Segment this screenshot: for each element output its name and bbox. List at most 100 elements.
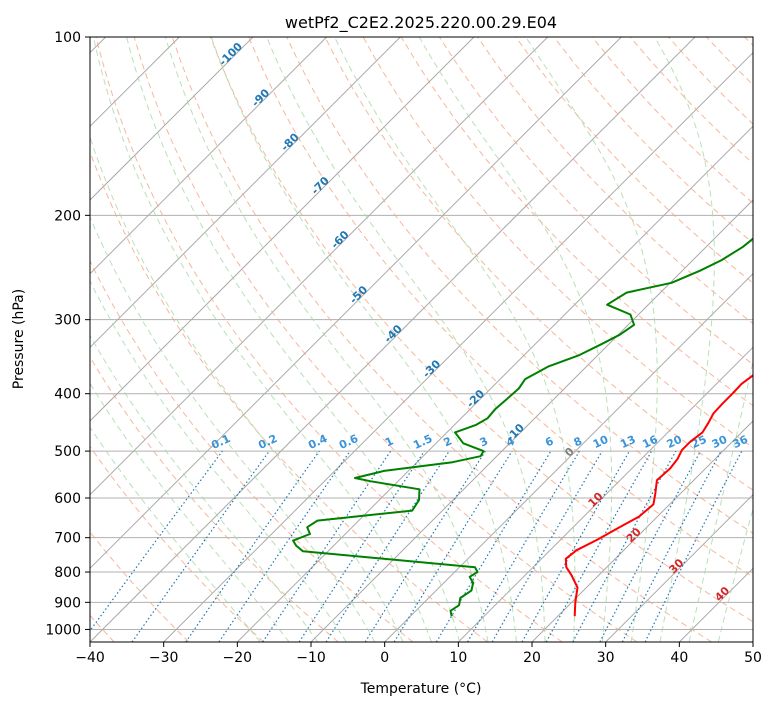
mixing-ratio-line (435, 450, 552, 642)
mixing-ratio-line (599, 450, 702, 642)
moist-adiabat-line (90, 334, 319, 642)
moist-adiabat-line (654, 37, 715, 642)
isotherm-line (90, 37, 696, 642)
moist-adiabat-line (126, 37, 461, 642)
mixing-ratio-line (325, 450, 450, 642)
x-tick-label: 50 (744, 650, 762, 666)
isotherm-line (752, 641, 753, 642)
mixing-ratio-label: 20 (665, 433, 685, 451)
dry-adiabat-line (90, 531, 190, 642)
mixing-ratio-label: 30 (710, 433, 730, 451)
isotherm-line (90, 37, 328, 275)
y-tick-label: 700 (54, 531, 81, 547)
isotherm-label: -20 (464, 387, 487, 410)
isotherm-label: -70 (309, 174, 332, 197)
y-tick-label: 800 (54, 565, 81, 581)
moist-adiabat-line (525, 37, 658, 642)
mixing-ratio-label: 6 (543, 434, 556, 449)
moist-adiabat-line (90, 279, 347, 642)
mixing-ratio-line (185, 450, 320, 642)
mixing-ratio-label: 16 (640, 433, 660, 451)
isotherm-line (384, 272, 753, 642)
dry-adiabat-line (324, 37, 753, 491)
isotherm-label: -80 (279, 130, 302, 153)
isotherm-line (457, 346, 753, 642)
x-tick-label: 30 (597, 650, 615, 666)
moist-adiabat-line (92, 37, 432, 642)
mixing-ratio-label: 8 (572, 434, 584, 449)
isotherm-line (90, 37, 254, 201)
mixing-ratio-label: 36 (731, 433, 751, 451)
moist-adiabat-line (266, 37, 546, 642)
moist-adiabat-line (90, 135, 404, 642)
y-tick-label: 300 (54, 313, 81, 329)
x-tick-label: 0 (380, 650, 389, 666)
x-tick-label: −20 (223, 650, 253, 666)
y-tick-label: 600 (54, 491, 81, 507)
isotherm-label: -100 (216, 40, 245, 69)
y-tick-label: 500 (54, 444, 81, 460)
x-tick-label: −40 (75, 650, 105, 666)
dry-adiabat-line (210, 37, 753, 623)
dry-adiabat-label: 20 (624, 525, 644, 545)
temperature-profile-line (564, 374, 753, 617)
dry-adiabat-line (515, 37, 753, 284)
x-tick-label: 40 (670, 650, 688, 666)
dry-adiabat-line (744, 37, 753, 47)
y-tick-label: 100 (54, 30, 81, 46)
isotherm-line (531, 420, 753, 642)
chart-title: wetPf2_C2E2.2025.220.00.29.E04 (285, 13, 557, 33)
sounding-series (292, 237, 753, 617)
isotherm-label: -30 (420, 357, 443, 380)
plot-frame (89, 36, 754, 643)
y-tick-label: 200 (54, 208, 81, 224)
isotherm-line (90, 37, 622, 570)
x-tick-label: 10 (449, 650, 467, 666)
x-tick-label: −10 (296, 650, 326, 666)
mixing-ratio-label: 10 (591, 433, 611, 451)
mixing-ratio-line (262, 450, 392, 642)
mixing-ratio-line (131, 450, 270, 642)
moist-adiabat-line (90, 215, 376, 642)
mixing-ratio-line (90, 450, 223, 632)
isotherm-line (90, 37, 549, 496)
x-tick-label: 20 (523, 650, 541, 666)
y-tick-label: 400 (54, 387, 81, 403)
isotherm-line (163, 51, 753, 642)
dry-adiabat-line (171, 37, 712, 642)
mixing-ratio-label: 1 (383, 434, 395, 449)
mixing-ratio-line (218, 450, 351, 642)
background-lines (90, 37, 753, 642)
dry-adiabat-label: 30 (666, 556, 686, 576)
mixing-ratio-label: 0.1 (209, 432, 232, 452)
moist-adiabat-line (418, 37, 613, 642)
isotherm-line (678, 567, 753, 642)
y-tick-label: 900 (54, 595, 81, 611)
dry-adiabat-line (90, 150, 488, 642)
mixing-ratio-line (393, 450, 513, 642)
isotherm-label: -60 (328, 228, 351, 251)
isotherm-line (605, 493, 753, 642)
dry-adiabat-line (248, 37, 753, 578)
isotherm-line (90, 37, 401, 349)
moist-adiabat-line (717, 506, 753, 642)
mixing-ratio-label: 3 (478, 434, 490, 449)
mixing-ratio-label: 25 (689, 433, 708, 451)
moist-adiabat-line (90, 426, 261, 642)
mixing-ratio-line (644, 450, 743, 642)
y-axis-label: Pressure (hPa) (11, 289, 27, 389)
dry-adiabat-line (286, 37, 753, 534)
dry-adiabat-line (90, 445, 264, 642)
dry-adiabat-label: 40 (712, 584, 732, 604)
dry-adiabat-line (90, 259, 414, 642)
moist-adiabat-line (688, 358, 753, 642)
isotherm-label: -90 (249, 86, 272, 109)
dry-adiabat-line (90, 356, 339, 642)
mixing-ratio-line (298, 450, 425, 642)
isotherm-line (310, 199, 753, 642)
x-axis-ticks: −40 −30 −20 −10 0 10 20 30 40 50 (75, 642, 762, 666)
mixing-ratio-label: 0.4 (306, 432, 329, 452)
y-axis-ticks: 100 200 300 400 500 600 700 800 900 1000 (45, 30, 90, 638)
x-axis-label: Temperature (°C) (360, 681, 482, 697)
moist-adiabat-line (210, 37, 517, 642)
